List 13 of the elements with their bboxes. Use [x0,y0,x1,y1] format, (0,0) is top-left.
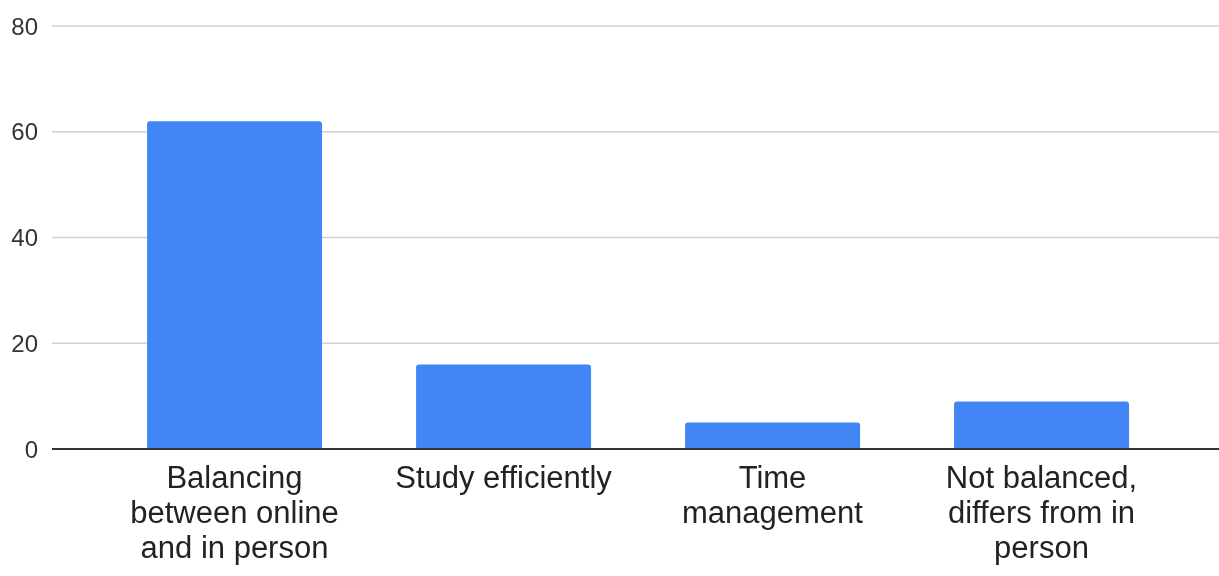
x-tick-label: Time management [682,460,864,531]
x-tick-label: Not balanced, differs from in person [945,460,1138,566]
y-tick-label: 60 [11,118,38,146]
bar [416,364,592,449]
bar [147,121,323,449]
bar [954,401,1130,449]
y-tick-label: 20 [11,329,38,357]
x-tick-label: Study efficiently [395,460,613,496]
x-tick-label: Balancing between online and in person [130,460,339,566]
bar [685,422,861,449]
y-tick-label: 40 [11,224,38,252]
y-tick-label: 80 [11,12,38,40]
y-tick-label: 0 [24,435,38,463]
